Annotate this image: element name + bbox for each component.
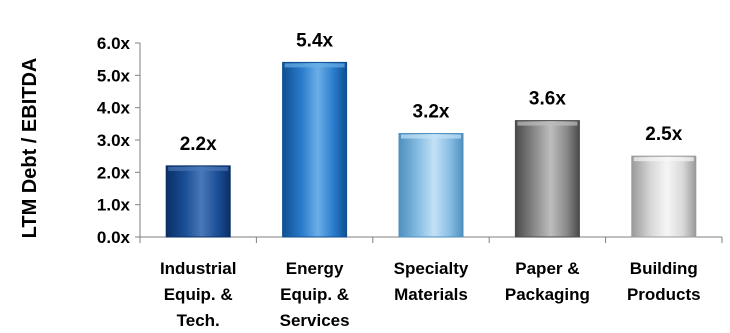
data-label: 3.2x	[413, 102, 450, 123]
bar	[165, 165, 231, 238]
category-labels: Industrial Equip. & Tech. Energy Equip. & Ser…	[160, 259, 701, 330]
axes: 0.0x 1.0x 2.0x 3.0x 4.0x 5.0x 6.0x	[97, 34, 723, 247]
bar-bevel	[633, 157, 694, 162]
category-label: Paper & Packaging	[505, 259, 590, 304]
bar	[514, 120, 580, 238]
y-tick-label: 2.0x	[97, 163, 131, 182]
data-label: 2.5x	[645, 124, 682, 145]
bar-bevel	[284, 63, 345, 68]
y-tick-label: 5.0x	[97, 66, 131, 85]
bar-bevel	[517, 121, 578, 126]
bar	[631, 155, 697, 238]
category-label: Specialty Materials	[394, 259, 469, 304]
data-labels: 2.2x 5.4x 3.2x 3.6x 2.5x	[180, 30, 683, 154]
bar-bevel	[401, 134, 461, 139]
data-label: 2.2x	[180, 134, 217, 155]
bars	[165, 61, 697, 238]
data-label: 5.4x	[296, 30, 333, 51]
y-tick-label: 3.0x	[97, 131, 131, 150]
data-label: 3.6x	[529, 89, 566, 110]
category-label: Building Products	[627, 259, 701, 304]
y-axis-label: LTM Debt / EBITDA	[19, 58, 41, 239]
bar-bevel	[168, 166, 229, 171]
category-label: Energy Equip. & Services	[280, 259, 350, 330]
y-tick-label: 4.0x	[97, 99, 131, 118]
y-tick-label: 6.0x	[97, 34, 131, 53]
y-tick-label: 0.0x	[97, 228, 131, 247]
y-tick-label: 1.0x	[97, 196, 131, 215]
bar	[282, 61, 348, 238]
category-label: Industrial Equip. & Tech.	[160, 259, 237, 330]
bar	[398, 133, 464, 238]
